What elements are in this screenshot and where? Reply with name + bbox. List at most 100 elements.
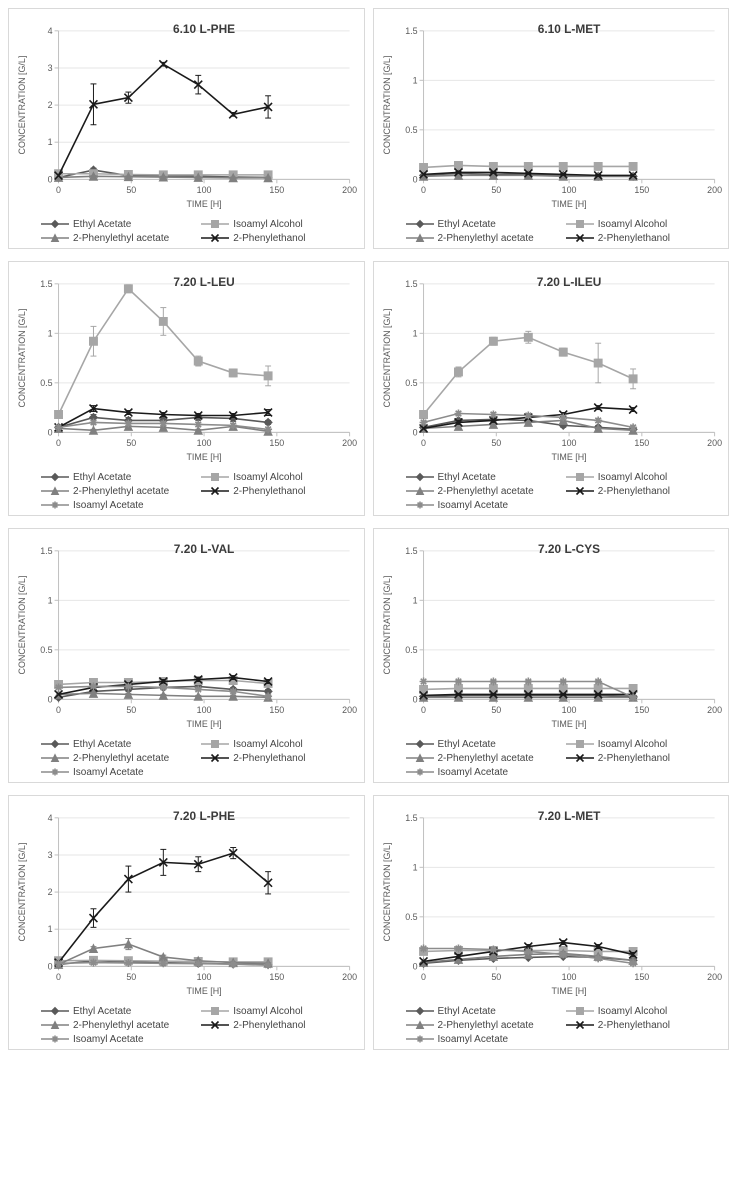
panel-p720_ileu: 00.511.50501001502007.20 L-ILEUTIME [H]C…: [373, 261, 730, 516]
x-axis-label: TIME [H]: [551, 199, 586, 209]
svg-text:1: 1: [412, 862, 417, 872]
legend-label: Isoamyl Acetate: [438, 1034, 509, 1045]
legend-label: Ethyl Acetate: [73, 739, 131, 750]
svg-text:100: 100: [561, 438, 576, 448]
svg-text:100: 100: [561, 972, 576, 982]
svg-text:100: 100: [197, 705, 212, 715]
legend-label: Isoamyl Alcohol: [598, 739, 667, 750]
legend-item-isoamyl_acetate: Isoamyl Acetate: [406, 1033, 562, 1045]
x-axis-label: TIME [H]: [551, 452, 586, 462]
svg-text:50: 50: [491, 438, 501, 448]
chart-area: 00.511.50501001502007.20 L-LEUTIME [H]CO…: [13, 266, 360, 469]
svg-text:1.5: 1.5: [40, 279, 52, 289]
legend-item-ethyl_acetate: Ethyl Acetate: [41, 471, 197, 483]
x-axis-label: TIME [H]: [186, 719, 221, 729]
chart-area: 00.511.50501001502006.10 L-METTIME [H]CO…: [378, 13, 725, 216]
legend-label: Ethyl Acetate: [73, 472, 131, 483]
y-axis-label: CONCENTRATION [G/L]: [17, 56, 27, 155]
chart-p720_phe: 012340501001502007.20 L-PHETIME [H]CONCE…: [13, 800, 360, 998]
svg-text:50: 50: [126, 438, 136, 448]
svg-text:0: 0: [56, 438, 61, 448]
chart-area: 012340501001502007.20 L-PHETIME [H]CONCE…: [13, 800, 360, 1003]
legend-label: Isoamyl Acetate: [73, 1034, 144, 1045]
legend-item-phenylethanol: 2-Phenylethanol: [566, 1019, 722, 1031]
chart-area: 012340501001502006.10 L-PHETIME [H]CONCE…: [13, 13, 360, 216]
svg-text:0.5: 0.5: [405, 645, 417, 655]
svg-text:1.5: 1.5: [405, 26, 417, 36]
y-axis-label: CONCENTRATION [G/L]: [381, 576, 391, 675]
svg-text:200: 200: [342, 185, 357, 195]
legend-item-phenylethyl_acetate: 2-Phenylethyl acetate: [406, 485, 562, 497]
legend-item-isoamyl_alcohol: Isoamyl Alcohol: [566, 738, 722, 750]
panel-p720_cys: 00.511.50501001502007.20 L-CYSTIME [H]CO…: [373, 528, 730, 783]
legend-item-phenylethanol: 2-Phenylethanol: [566, 752, 722, 764]
svg-text:0.5: 0.5: [40, 378, 52, 388]
legend-label: Isoamyl Alcohol: [233, 219, 302, 230]
svg-text:0.5: 0.5: [40, 645, 52, 655]
svg-text:200: 200: [342, 705, 357, 715]
legend-item-ethyl_acetate: Ethyl Acetate: [406, 738, 562, 750]
legend-label: Ethyl Acetate: [438, 1006, 496, 1017]
svg-text:0: 0: [421, 972, 426, 982]
svg-text:200: 200: [342, 438, 357, 448]
svg-text:200: 200: [707, 972, 722, 982]
svg-text:0: 0: [48, 427, 53, 437]
svg-text:0: 0: [412, 427, 417, 437]
svg-text:1.5: 1.5: [405, 813, 417, 823]
legend-item-ethyl_acetate: Ethyl Acetate: [406, 218, 562, 230]
legend-item-isoamyl_acetate: Isoamyl Acetate: [406, 499, 562, 511]
legend-label: Ethyl Acetate: [438, 472, 496, 483]
x-axis-label: TIME [H]: [551, 986, 586, 996]
legend-label: 2-Phenylethanol: [598, 1020, 670, 1031]
svg-text:150: 150: [269, 185, 284, 195]
svg-text:100: 100: [561, 705, 576, 715]
x-axis-label: TIME [H]: [186, 986, 221, 996]
legend-label: 2-Phenylethyl acetate: [438, 753, 534, 764]
chart-p720_ileu: 00.511.50501001502007.20 L-ILEUTIME [H]C…: [378, 266, 725, 464]
svg-text:1: 1: [412, 75, 417, 85]
svg-text:0: 0: [421, 705, 426, 715]
legend-label: Ethyl Acetate: [438, 739, 496, 750]
legend-label: 2-Phenylethanol: [233, 753, 305, 764]
svg-text:0: 0: [421, 185, 426, 195]
legend-label: 2-Phenylethanol: [233, 1020, 305, 1031]
chart-title: 7.20 L-CYS: [538, 542, 600, 556]
svg-text:0: 0: [412, 694, 417, 704]
svg-text:0: 0: [48, 961, 53, 971]
chart-p610_met: 00.511.50501001502006.10 L-METTIME [H]CO…: [378, 13, 725, 211]
legend-label: Isoamyl Alcohol: [598, 219, 667, 230]
svg-text:0: 0: [56, 972, 61, 982]
svg-text:1.5: 1.5: [405, 279, 417, 289]
legend: Ethyl Acetate Isoamyl Alcohol 2-Phenylet…: [378, 736, 725, 780]
svg-text:2: 2: [48, 887, 53, 897]
svg-text:100: 100: [197, 185, 212, 195]
legend-label: 2-Phenylethanol: [598, 233, 670, 244]
legend: Ethyl Acetate Isoamyl Alcohol 2-Phenylet…: [378, 469, 725, 513]
legend-label: 2-Phenylethanol: [233, 233, 305, 244]
legend-label: 2-Phenylethyl acetate: [73, 233, 169, 244]
legend-item-isoamyl_alcohol: Isoamyl Alcohol: [566, 218, 722, 230]
chart-title: 7.20 L-ILEU: [536, 275, 601, 289]
chart-p610_phe: 012340501001502006.10 L-PHETIME [H]CONCE…: [13, 13, 360, 211]
svg-text:0: 0: [56, 185, 61, 195]
chart-title: 7.20 L-VAL: [174, 542, 235, 556]
y-axis-label: CONCENTRATION [G/L]: [381, 56, 391, 155]
legend-item-isoamyl_acetate: Isoamyl Acetate: [41, 499, 197, 511]
chart-p720_val: 00.511.50501001502007.20 L-VALTIME [H]CO…: [13, 533, 360, 731]
legend-item-phenylethyl_acetate: 2-Phenylethyl acetate: [406, 1019, 562, 1031]
panel-p720_leu: 00.511.50501001502007.20 L-LEUTIME [H]CO…: [8, 261, 365, 516]
svg-text:150: 150: [269, 705, 284, 715]
legend-item-isoamyl_acetate: Isoamyl Acetate: [406, 766, 562, 778]
y-axis-label: CONCENTRATION [G/L]: [381, 843, 391, 942]
legend-label: Ethyl Acetate: [73, 1006, 131, 1017]
y-axis-label: CONCENTRATION [G/L]: [17, 576, 27, 675]
svg-text:50: 50: [126, 185, 136, 195]
svg-text:1: 1: [48, 924, 53, 934]
svg-text:4: 4: [48, 26, 53, 36]
svg-text:150: 150: [269, 438, 284, 448]
legend-label: 2-Phenylethanol: [598, 486, 670, 497]
svg-text:100: 100: [561, 185, 576, 195]
legend-item-phenylethanol: 2-Phenylethanol: [201, 1019, 357, 1031]
legend-item-phenylethanol: 2-Phenylethanol: [201, 485, 357, 497]
svg-text:200: 200: [707, 705, 722, 715]
